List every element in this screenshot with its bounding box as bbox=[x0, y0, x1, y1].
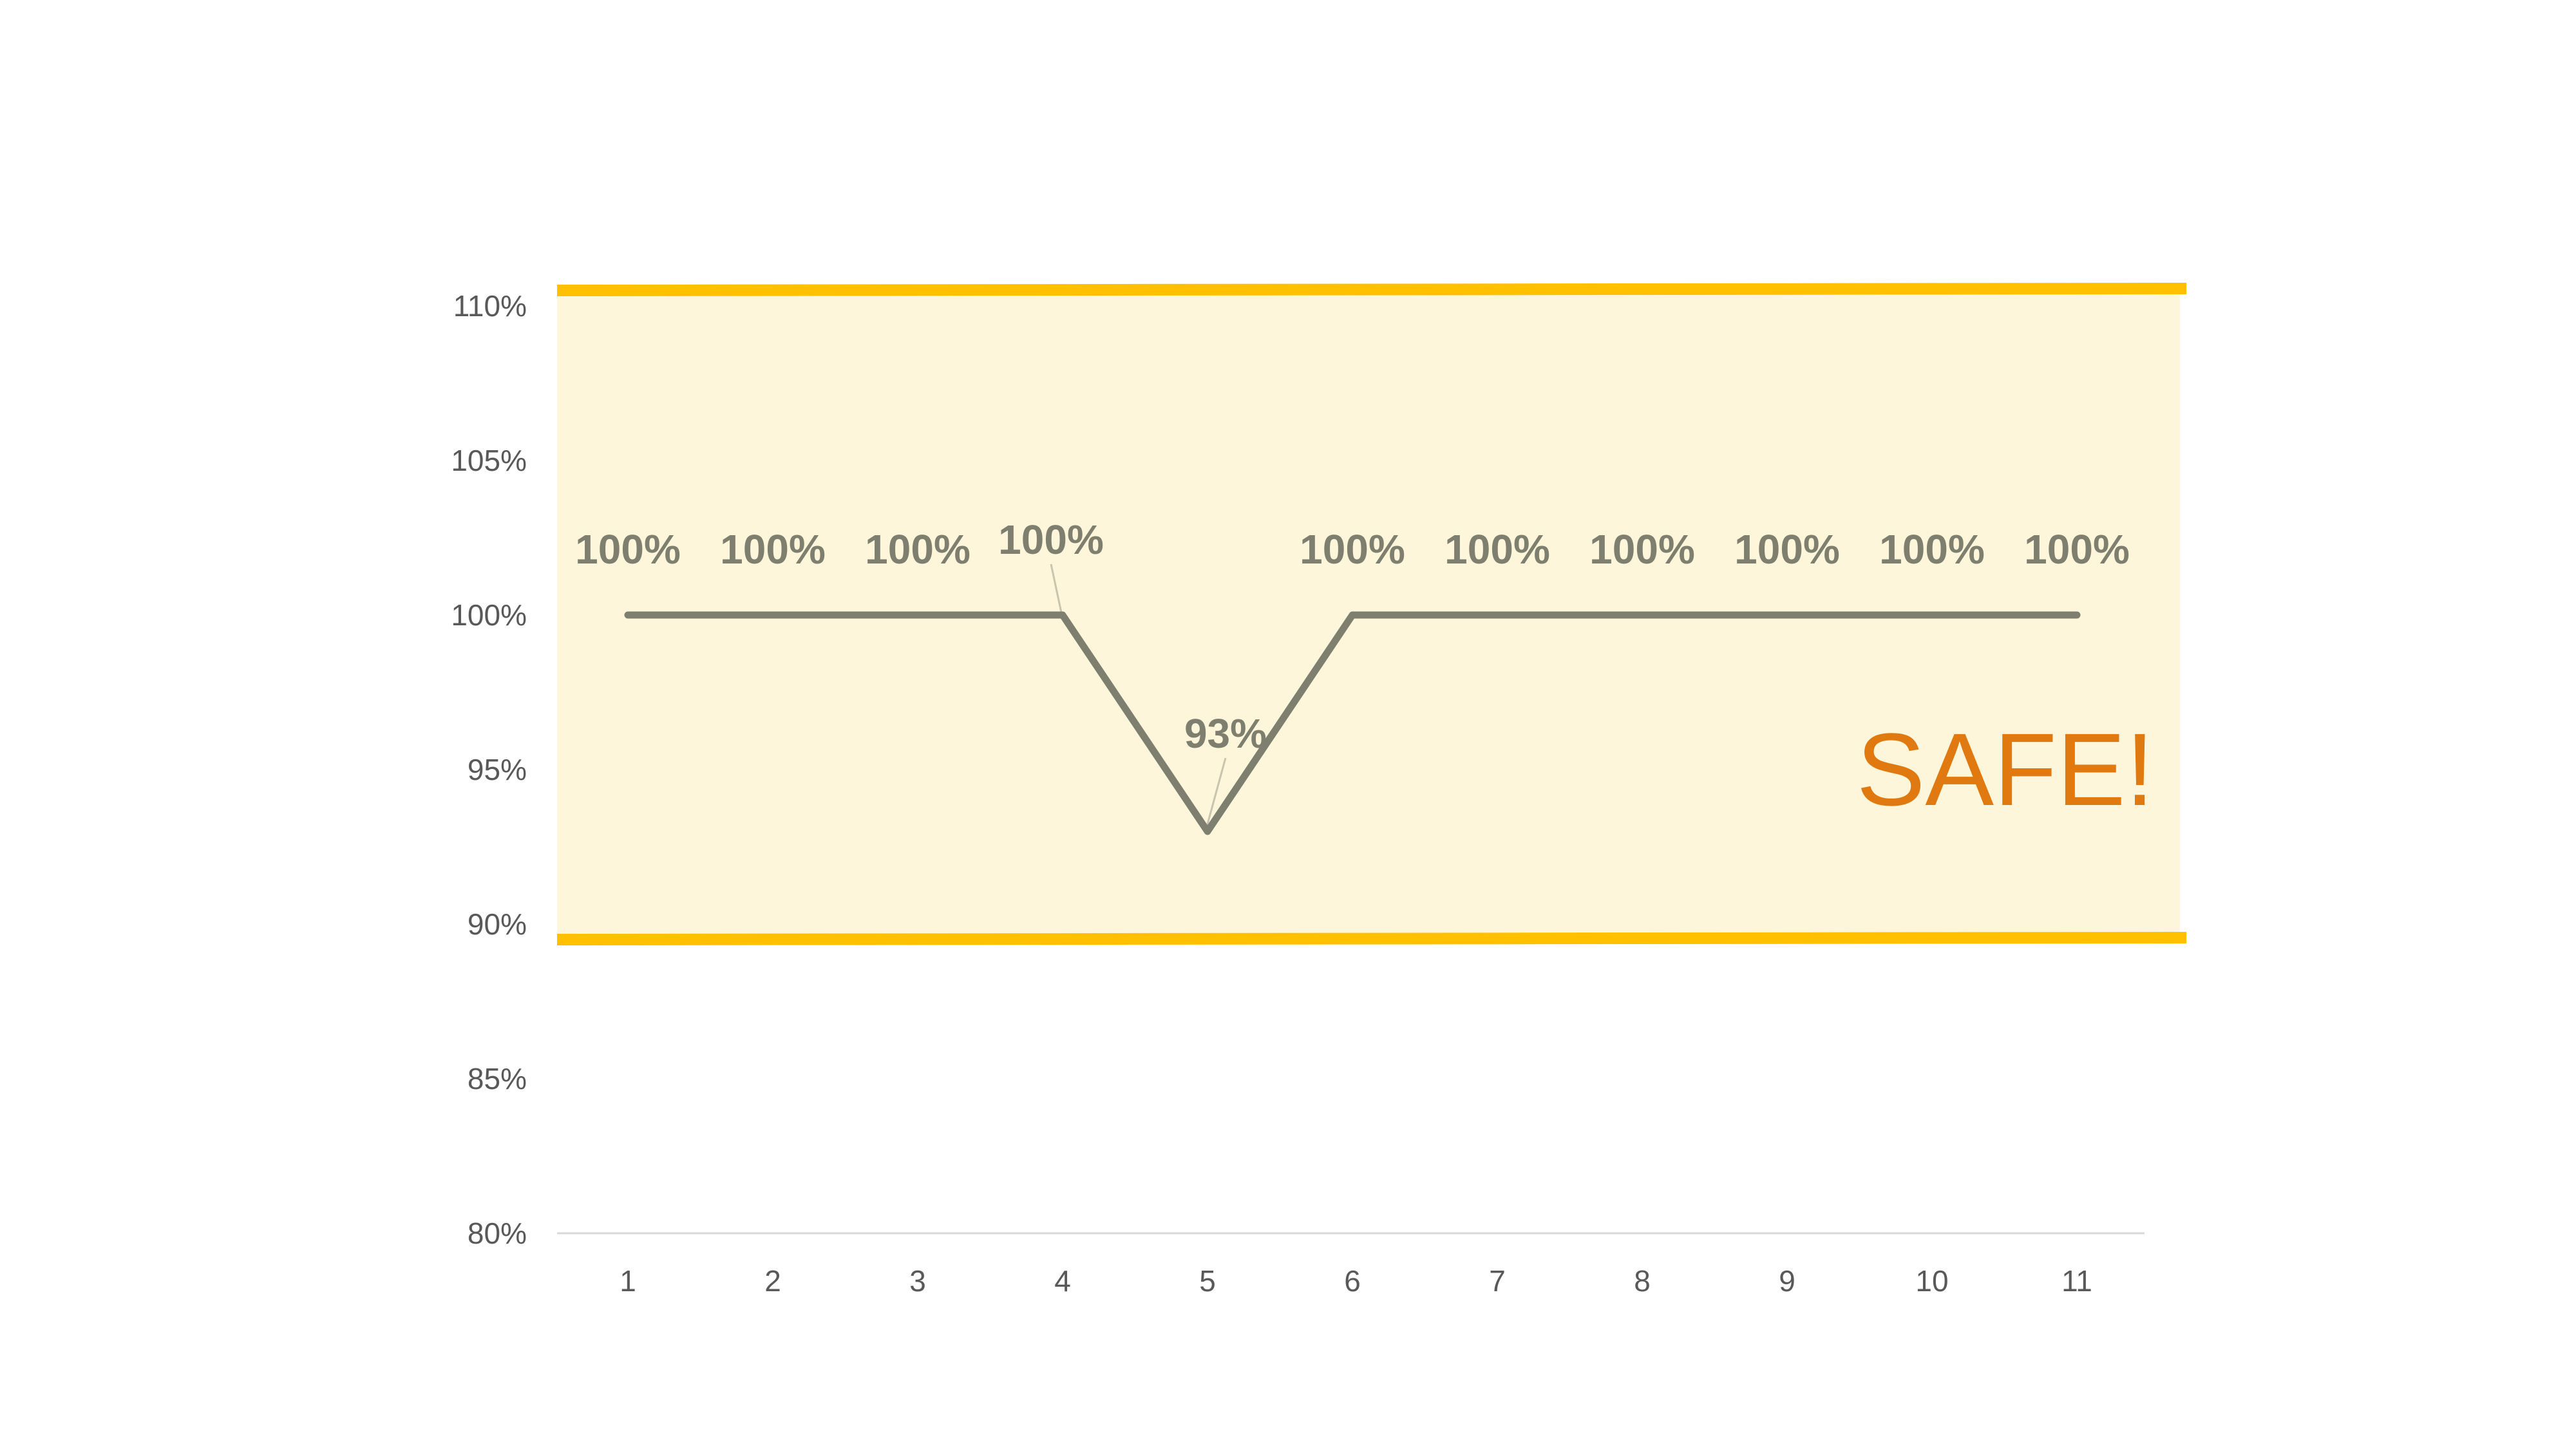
data-label: 100% bbox=[720, 526, 826, 573]
y-tick-label: 95% bbox=[468, 753, 527, 786]
data-label-leaders bbox=[1050, 564, 1227, 829]
x-tick-label: 11 bbox=[2061, 1264, 2092, 1298]
y-axis-ticks: 80% 85% 90% 95% 100% 105% 110% bbox=[451, 289, 527, 1250]
data-label: 100% bbox=[575, 526, 681, 573]
data-label: 100% bbox=[1879, 526, 1985, 573]
x-axis-ticks: 1 2 3 4 5 6 7 8 9 10 11 bbox=[620, 1264, 2092, 1298]
safe-annotation: SAFE! bbox=[1857, 712, 2154, 827]
y-tick-label: 85% bbox=[468, 1062, 527, 1095]
data-label: 100% bbox=[1589, 526, 1695, 573]
y-tick-label: 80% bbox=[468, 1217, 527, 1250]
x-tick-label: 7 bbox=[1489, 1264, 1506, 1298]
x-tick-label: 2 bbox=[764, 1264, 781, 1298]
x-tick-label: 8 bbox=[1634, 1264, 1651, 1298]
leader-line bbox=[1050, 564, 1063, 613]
x-tick-label: 9 bbox=[1779, 1264, 1795, 1298]
data-label: 100% bbox=[1444, 526, 1550, 573]
data-label: 100% bbox=[1300, 526, 1405, 573]
data-label: 100% bbox=[998, 516, 1104, 563]
series-line bbox=[624, 611, 2081, 835]
x-tick-label: 5 bbox=[1199, 1264, 1216, 1298]
x-tick-label: 4 bbox=[1054, 1264, 1071, 1298]
data-label: 93% bbox=[1184, 710, 1267, 757]
data-label: 100% bbox=[865, 526, 971, 573]
y-tick-label: 90% bbox=[468, 907, 527, 941]
x-tick-label: 3 bbox=[909, 1264, 926, 1298]
y-tick-label: 110% bbox=[453, 289, 527, 323]
safe-band-lower-border bbox=[556, 932, 2187, 945]
data-label: 100% bbox=[2024, 526, 2130, 573]
y-tick-label: 105% bbox=[451, 444, 527, 477]
y-tick-label: 100% bbox=[451, 598, 527, 632]
safe-band-upper-border bbox=[556, 283, 2187, 296]
leader-line bbox=[1205, 757, 1227, 829]
x-tick-label: 1 bbox=[620, 1264, 636, 1298]
x-tick-label: 10 bbox=[1915, 1264, 1948, 1298]
x-tick-label: 6 bbox=[1344, 1264, 1361, 1298]
data-labels: 100% 100% 100% 100% 93% 100% 100% 100% 100% 100% 1… bbox=[575, 516, 2130, 757]
data-label: 100% bbox=[1734, 526, 1840, 573]
